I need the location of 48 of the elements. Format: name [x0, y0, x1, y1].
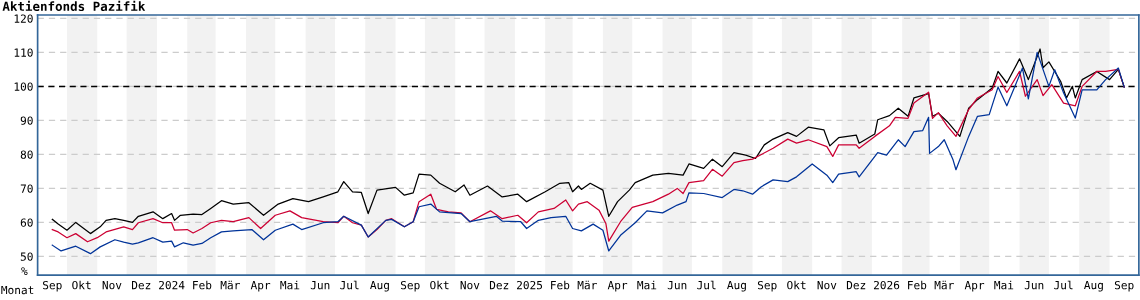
y-tick-label: 90 [20, 116, 33, 125]
y-tick-label: 70 [20, 184, 33, 193]
x-tick-label: 2025 [517, 280, 543, 290]
y-tick-label: 120 [14, 14, 33, 23]
x-tick-label: Okt [72, 280, 91, 290]
y-tick-label: 110 [14, 48, 33, 57]
x-tick-label: Jul [340, 280, 359, 290]
x-tick-label: Nov [102, 281, 122, 290]
x-axis-title: Monat [1, 285, 34, 295]
x-tick-label: Mai [280, 280, 300, 290]
x-tick-label: Mär [220, 280, 240, 290]
chart-title: Aktienfonds Pazifik [2, 0, 146, 12]
x-tick-label: Jul [1054, 280, 1073, 290]
x-tick-label: Mär [934, 280, 954, 290]
x-tick-label: Jun [1024, 281, 1044, 290]
y-tick-label: 80 [20, 150, 33, 159]
x-tick-label: Dez [132, 281, 151, 290]
x-tick-label: Apr [250, 281, 271, 292]
x-tick-label: Sep [1114, 280, 1134, 292]
x-tick-label: Mai [994, 280, 1014, 290]
x-tick-label: Sep [43, 280, 62, 292]
x-tick-label: Feb [193, 280, 212, 290]
x-tick-label: Feb [551, 280, 570, 290]
x-tick-label: 2026 [873, 280, 900, 290]
x-tick-label: Dez [846, 281, 866, 290]
x-tick-label: Okt [787, 280, 806, 290]
x-tick-label: 2024 [159, 280, 185, 290]
x-tick-label: Aug [727, 280, 746, 292]
x-tick-label: Nov [817, 281, 837, 290]
x-tick-label: Nov [460, 281, 480, 290]
x-tick-label: Aug [370, 280, 389, 292]
x-tick-label: Apr [964, 281, 985, 292]
x-tick-label: Sep [757, 280, 777, 292]
y-tick-label: 100 [14, 82, 33, 91]
x-tick-label: Mär [577, 280, 597, 290]
x-tick-label: Jun [667, 281, 687, 290]
y-tick-label: 50 [20, 252, 33, 261]
x-tick-label: Dez [489, 281, 509, 290]
x-tick-label: Jun [310, 281, 330, 290]
y-axis-title: % [21, 267, 28, 276]
x-tick-label: Mai [637, 280, 657, 290]
x-tick-label: Okt [430, 280, 449, 290]
x-tick-label: Apr [607, 281, 628, 292]
x-tick-label: Feb [908, 280, 927, 290]
x-tick-label: Aug [1084, 280, 1103, 292]
y-tick-label: 60 [20, 218, 33, 227]
x-tick-label: Sep [400, 280, 420, 292]
x-tick-label: Jul [697, 280, 716, 290]
